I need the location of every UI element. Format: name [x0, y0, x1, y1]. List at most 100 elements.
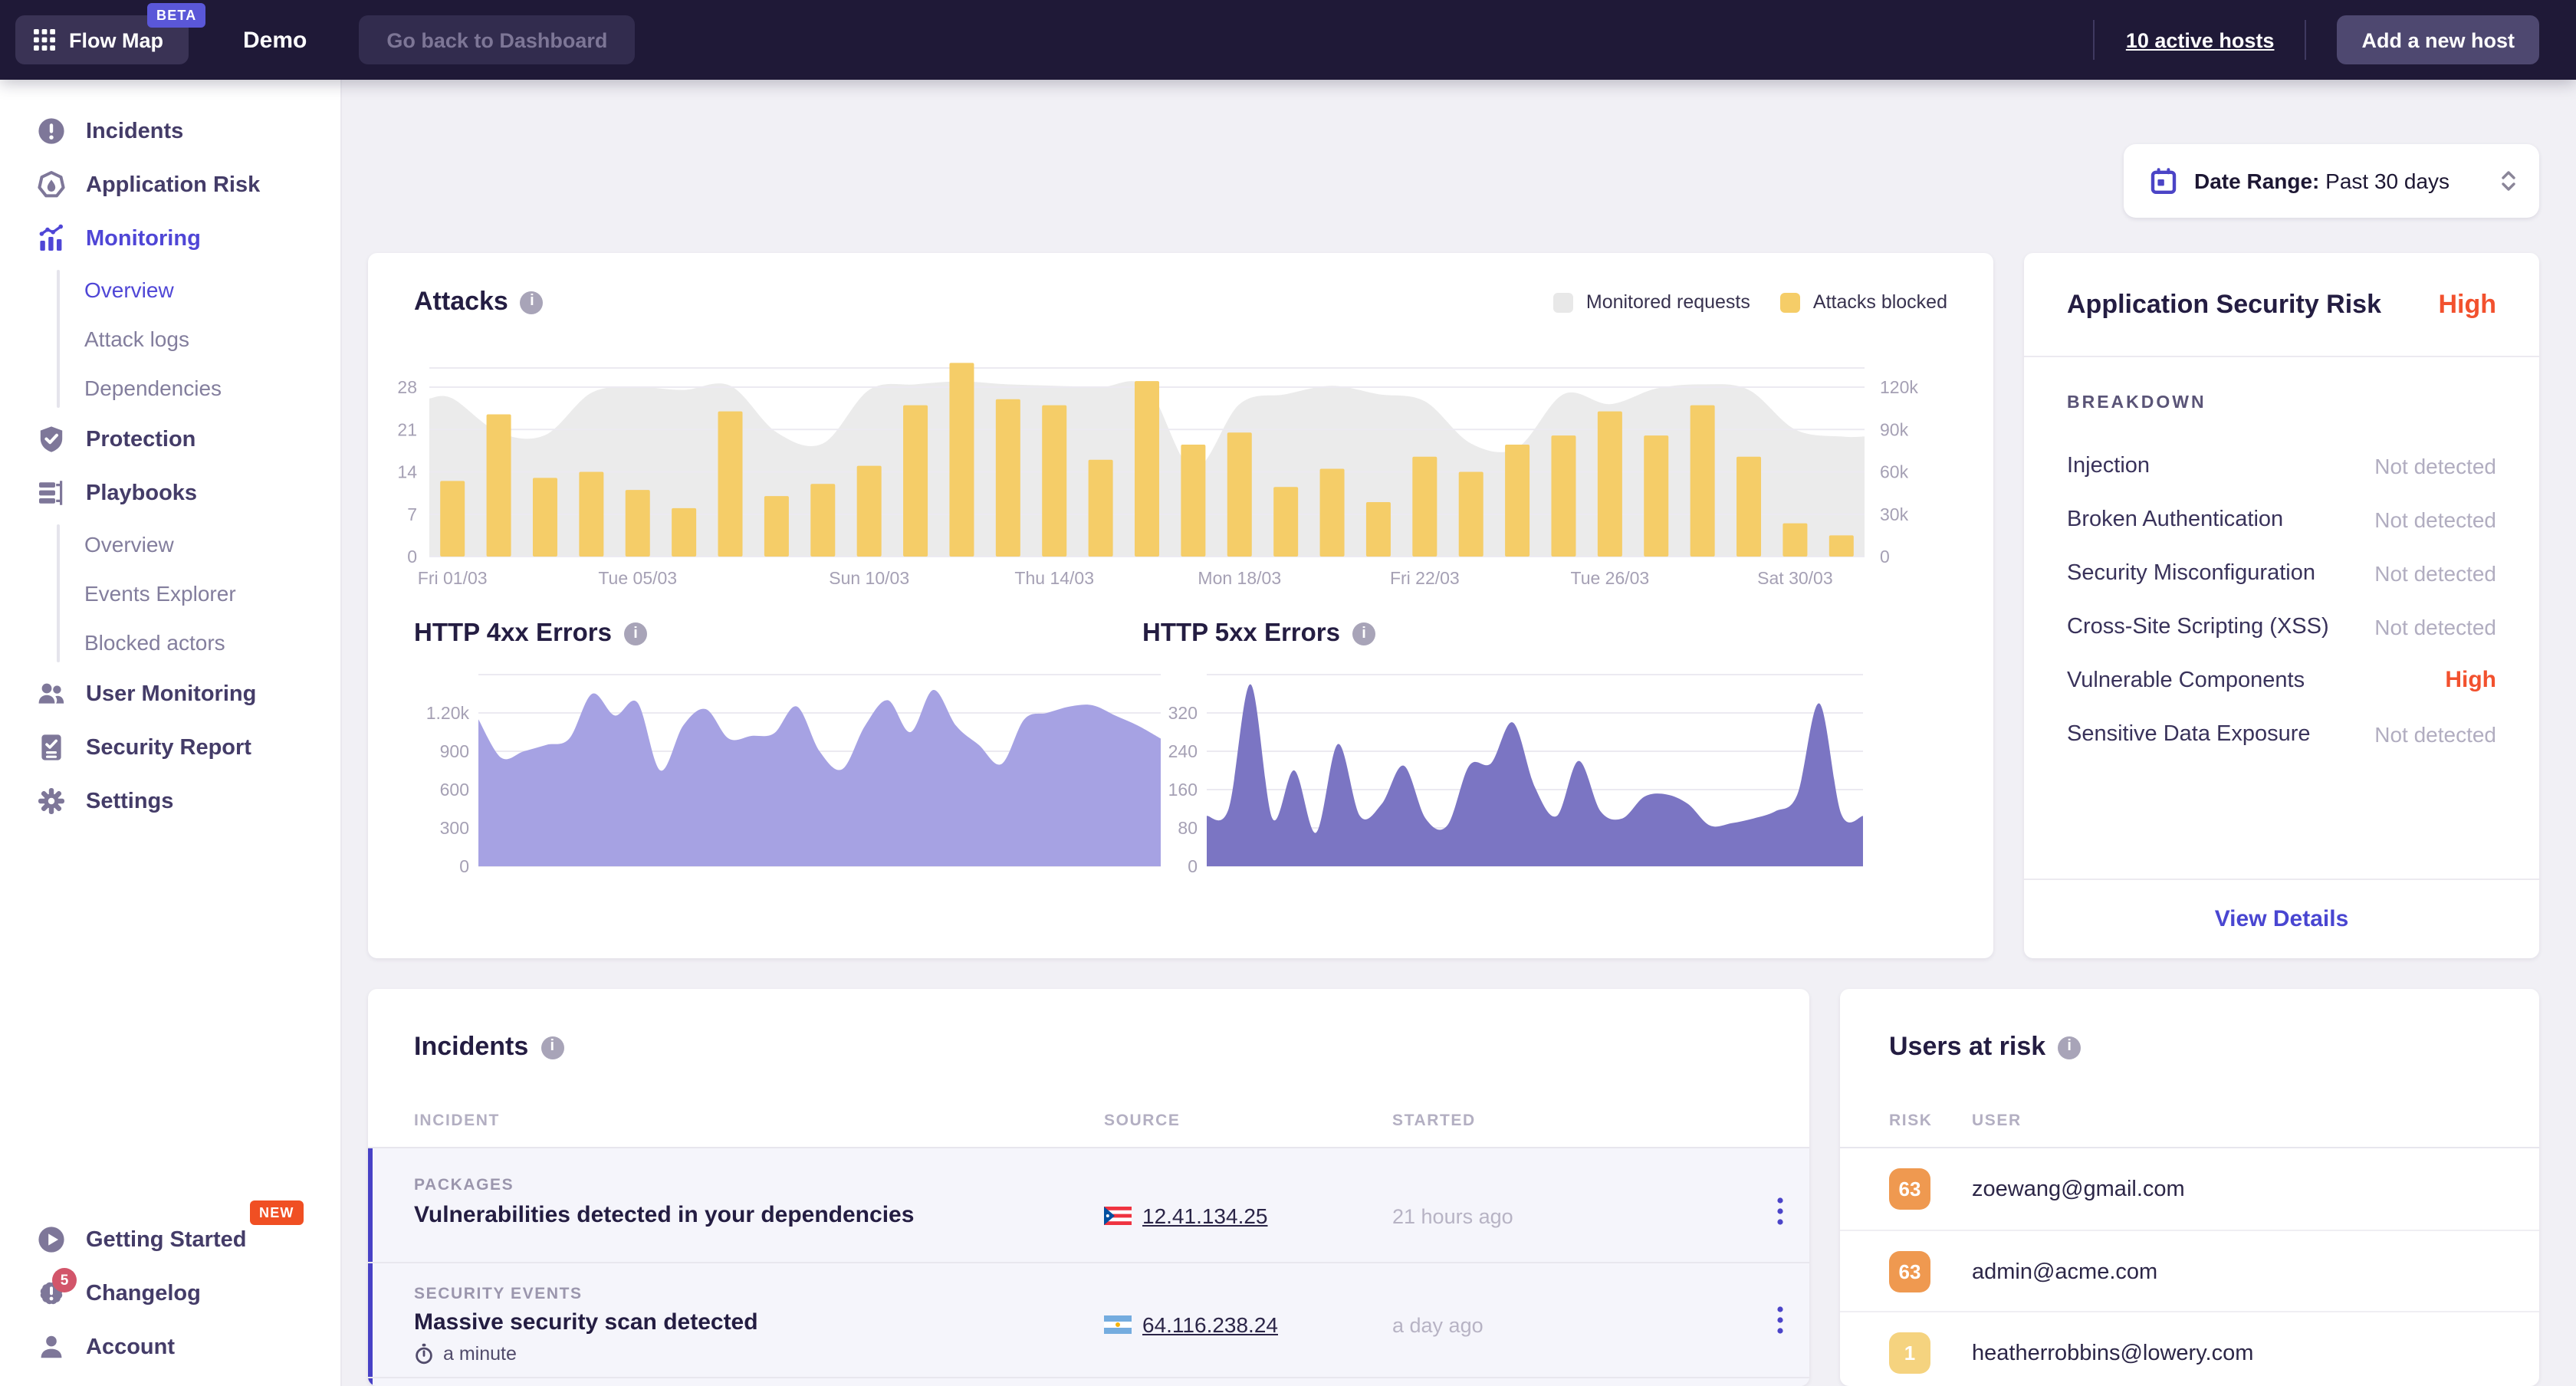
column-header-user: USER	[1972, 1112, 2022, 1130]
incidents-panel: Incidents INCIDENT SOURCE STARTED PACKAG…	[368, 989, 1809, 1386]
sidebar-item-label: Settings	[86, 789, 174, 813]
incident-category: PACKAGES	[414, 1176, 514, 1194]
active-hosts-link[interactable]: 10 active hosts	[2125, 28, 2275, 51]
svg-text:300: 300	[440, 818, 469, 838]
view-details-link[interactable]: View Details	[2214, 906, 2349, 932]
calendar-icon	[2150, 168, 2177, 195]
application-security-risk-panel: Application Security Risk High BREAKDOWN…	[2024, 253, 2539, 958]
info-icon[interactable]	[624, 622, 648, 645]
go-back-to-dashboard-button[interactable]: Go back to Dashboard	[359, 15, 636, 64]
incidents-title: Incidents	[414, 1032, 529, 1061]
source-ip-link[interactable]: 12.41.134.25	[1142, 1204, 1268, 1228]
legend-swatch	[1780, 292, 1801, 312]
alert-circle-icon	[37, 117, 66, 146]
users-at-risk-title: Users at risk	[1889, 1032, 2046, 1061]
sidebar-bottom-nav: Getting Started NEW 5 Changelog Account	[0, 1200, 340, 1374]
sidebar-item-security-report[interactable]: Security Report	[0, 721, 340, 774]
legend-item-attacks-blocked[interactable]: Attacks blocked	[1780, 291, 1947, 313]
breakdown-row-vulnerable-components: Vulnerable Components High	[2067, 667, 2496, 693]
incident-title: Massive security scan detected	[414, 1309, 758, 1335]
charts-panel: Attacks Monitored requests Attacks block…	[368, 253, 1993, 958]
incident-row[interactable]: SECURITY EVENTS Massive security scan de…	[368, 1262, 1809, 1377]
svg-text:Mon 18/03: Mon 18/03	[1198, 568, 1281, 588]
date-range-text: Date Range: Past 30 days	[2194, 169, 2450, 193]
svg-text:Tue 26/03: Tue 26/03	[1571, 568, 1650, 588]
info-icon[interactable]	[540, 1036, 564, 1059]
sidebar-item-monitoring[interactable]: Monitoring	[0, 212, 340, 265]
svg-text:28: 28	[397, 377, 417, 397]
user-row[interactable]: 63 zoewang@gmail.com	[1840, 1148, 2539, 1230]
info-icon[interactable]	[520, 291, 544, 314]
risk-score-badge: 63	[1889, 1168, 1930, 1210]
sidebar-subitem-overview[interactable]: Overview	[84, 278, 174, 302]
users-icon	[37, 679, 66, 708]
sidebar-item-application-risk[interactable]: Application Risk	[0, 158, 340, 212]
gear-icon	[37, 787, 66, 816]
date-range-selector[interactable]: Date Range: Past 30 days	[2124, 144, 2539, 218]
http-4xx-chart: 0 300 600 900 1.20k	[426, 674, 1161, 876]
risk-level-badge: High	[2438, 289, 2496, 318]
new-badge: NEW	[250, 1200, 304, 1225]
user-row[interactable]: 1 heatherrobbins@lowery.com	[1840, 1311, 2539, 1386]
svg-text:60k: 60k	[1880, 462, 1909, 482]
sidebar-item-getting-started[interactable]: Getting Started NEW	[0, 1200, 340, 1266]
risk-score-badge: 63	[1889, 1251, 1930, 1292]
sidebar-item-changelog[interactable]: 5 Changelog	[0, 1266, 340, 1320]
svg-text:240: 240	[1168, 741, 1198, 761]
svg-text:90k: 90k	[1880, 419, 1909, 439]
user-email: zoewang@gmail.com	[1972, 1177, 2185, 1202]
svg-text:0: 0	[407, 547, 417, 567]
topbar: Flow Map BETA Demo Go back to Dashboard …	[0, 0, 2576, 80]
sidebar-subitem-dependencies[interactable]: Dependencies	[84, 376, 222, 400]
sidebar-item-settings[interactable]: Settings	[0, 774, 340, 828]
view-details-footer: View Details	[2024, 879, 2539, 958]
http-5xx-header: HTTP 5xx Errors	[1142, 619, 1376, 649]
incident-started: 21 hours ago	[1392, 1205, 1513, 1228]
info-icon[interactable]	[2058, 1036, 2082, 1059]
sidebar-item-label: Changelog	[86, 1281, 201, 1306]
attacks-chart-header: Attacks Monitored requests Attacks block…	[414, 281, 1947, 324]
incident-source: 64.116.238.24	[1104, 1312, 1278, 1337]
incident-duration: a minute	[414, 1343, 517, 1365]
kebab-menu-icon[interactable]	[1766, 1194, 1794, 1228]
column-header-source: SOURCE	[1104, 1112, 1181, 1130]
date-range-label: Date Range:	[2194, 169, 2320, 193]
add-new-host-button[interactable]: Add a new host	[2337, 15, 2539, 64]
svg-text:0: 0	[459, 856, 469, 876]
legend-item-monitored-requests[interactable]: Monitored requests	[1553, 291, 1750, 313]
sidebar-item-incidents[interactable]: Incidents	[0, 104, 340, 158]
sidebar-subitem-playbooks-overview[interactable]: Overview	[84, 532, 174, 557]
flow-map-button[interactable]: Flow Map BETA	[15, 3, 206, 64]
topbar-right: 10 active hosts Add a new host	[2063, 15, 2576, 64]
sidebar-item-label: Monitoring	[86, 226, 201, 251]
breakdown-list: Injection Not detected Broken Authentica…	[2024, 438, 2539, 760]
grid-icon	[34, 29, 55, 51]
svg-text:Sun 10/03: Sun 10/03	[829, 568, 909, 588]
risk-score-badge: 1	[1889, 1332, 1930, 1374]
sidebar-subitem-blocked-actors[interactable]: Blocked actors	[84, 630, 225, 655]
changelog-seal-icon: 5	[37, 1268, 77, 1308]
sidebar-nav: Incidents Application Risk Monitoring Ov…	[0, 80, 340, 828]
sidebar-item-protection[interactable]: Protection	[0, 412, 340, 466]
kebab-menu-icon[interactable]	[1766, 1303, 1794, 1337]
divider	[2093, 20, 2095, 60]
playbooks-subnav: Overview Events Explorer Blocked actors	[0, 520, 340, 667]
sidebar-item-user-monitoring[interactable]: User Monitoring	[0, 667, 340, 721]
chevron-up-down-icon	[2502, 171, 2515, 191]
info-icon[interactable]	[1352, 622, 1376, 645]
incident-row[interactable]: PACKAGES Vulnerabilities detected in you…	[368, 1148, 1809, 1262]
source-ip-link[interactable]: 64.116.238.24	[1142, 1312, 1278, 1337]
sidebar-item-account[interactable]: Account	[0, 1320, 340, 1374]
user-row[interactable]: 63 admin@acme.com	[1840, 1230, 2539, 1311]
sidebar-subitem-attack-logs[interactable]: Attack logs	[84, 327, 189, 351]
sidebar-item-label: Incidents	[86, 119, 184, 143]
sidebar-item-playbooks[interactable]: Playbooks	[0, 466, 340, 520]
svg-text:Tue 05/03: Tue 05/03	[598, 568, 677, 588]
beta-badge: BETA	[147, 3, 206, 28]
sidebar-subitem-events-explorer[interactable]: Events Explorer	[84, 581, 236, 606]
svg-text:0: 0	[1880, 547, 1890, 567]
svg-text:80: 80	[1178, 818, 1198, 838]
sidebar-item-label: Protection	[86, 427, 196, 452]
svg-text:30k: 30k	[1880, 504, 1909, 524]
